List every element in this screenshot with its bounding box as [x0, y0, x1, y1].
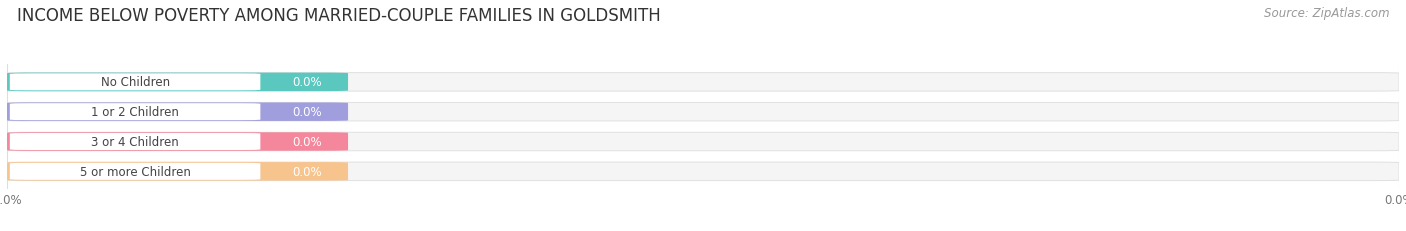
FancyBboxPatch shape [7, 133, 349, 151]
FancyBboxPatch shape [10, 104, 260, 121]
FancyBboxPatch shape [10, 134, 260, 150]
FancyBboxPatch shape [10, 163, 260, 180]
Text: Source: ZipAtlas.com: Source: ZipAtlas.com [1264, 7, 1389, 20]
FancyBboxPatch shape [7, 73, 1399, 92]
Text: No Children: No Children [100, 76, 170, 89]
FancyBboxPatch shape [7, 103, 1399, 122]
Text: 1 or 2 Children: 1 or 2 Children [91, 106, 179, 119]
FancyBboxPatch shape [7, 133, 1399, 151]
Text: 0.0%: 0.0% [292, 135, 322, 148]
Text: 0.0%: 0.0% [292, 165, 322, 178]
FancyBboxPatch shape [7, 73, 349, 92]
FancyBboxPatch shape [10, 74, 260, 91]
FancyBboxPatch shape [7, 103, 349, 122]
Text: 0.0%: 0.0% [292, 106, 322, 119]
Text: 3 or 4 Children: 3 or 4 Children [91, 135, 179, 148]
Text: 0.0%: 0.0% [292, 76, 322, 89]
Text: 5 or more Children: 5 or more Children [80, 165, 191, 178]
FancyBboxPatch shape [7, 162, 349, 181]
Text: INCOME BELOW POVERTY AMONG MARRIED-COUPLE FAMILIES IN GOLDSMITH: INCOME BELOW POVERTY AMONG MARRIED-COUPL… [17, 7, 661, 25]
FancyBboxPatch shape [7, 162, 1399, 181]
